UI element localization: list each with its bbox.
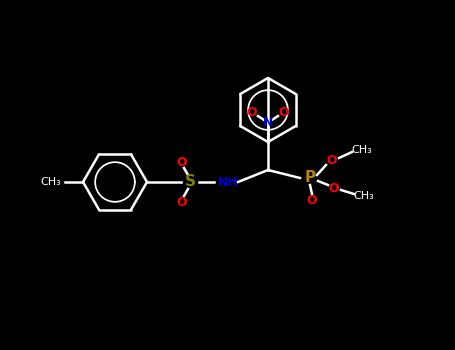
Text: S: S: [184, 175, 196, 189]
Text: P: P: [304, 170, 316, 186]
Text: O: O: [247, 105, 258, 119]
Text: O: O: [307, 194, 317, 206]
Text: O: O: [327, 154, 337, 167]
Text: NH: NH: [217, 175, 238, 189]
Text: CH₃: CH₃: [352, 145, 372, 155]
Text: N: N: [263, 116, 273, 128]
Text: O: O: [177, 155, 187, 168]
Text: O: O: [177, 196, 187, 209]
Text: O: O: [278, 105, 289, 119]
Text: O: O: [329, 182, 339, 195]
Text: CH₃: CH₃: [354, 191, 374, 201]
Text: CH₃: CH₃: [40, 177, 61, 187]
